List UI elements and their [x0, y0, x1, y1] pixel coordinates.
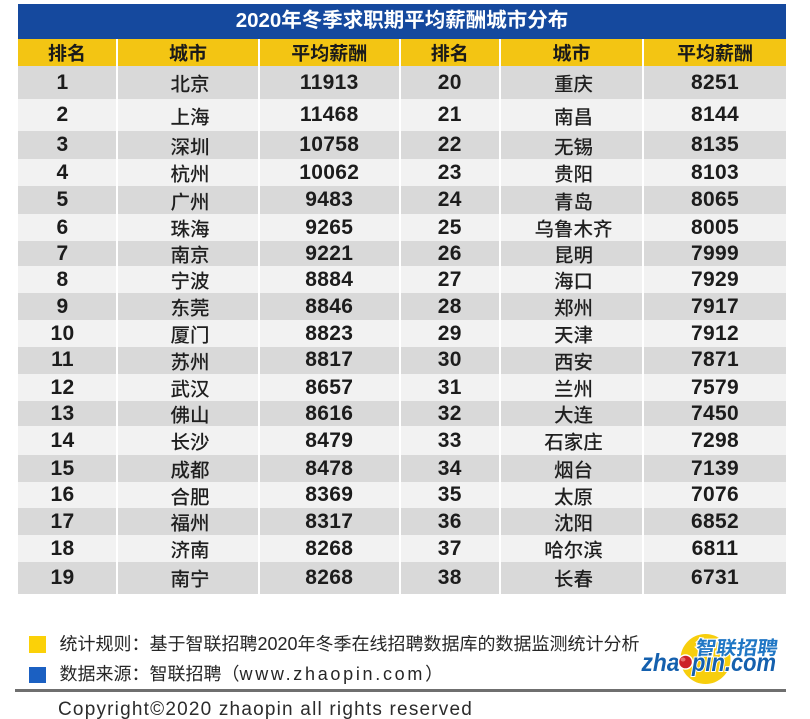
svg-text:pin.com: pin.com	[691, 649, 776, 677]
svg-text:zha: zha	[641, 649, 680, 677]
svg-text:智联招聘: 智联招聘	[694, 634, 780, 661]
